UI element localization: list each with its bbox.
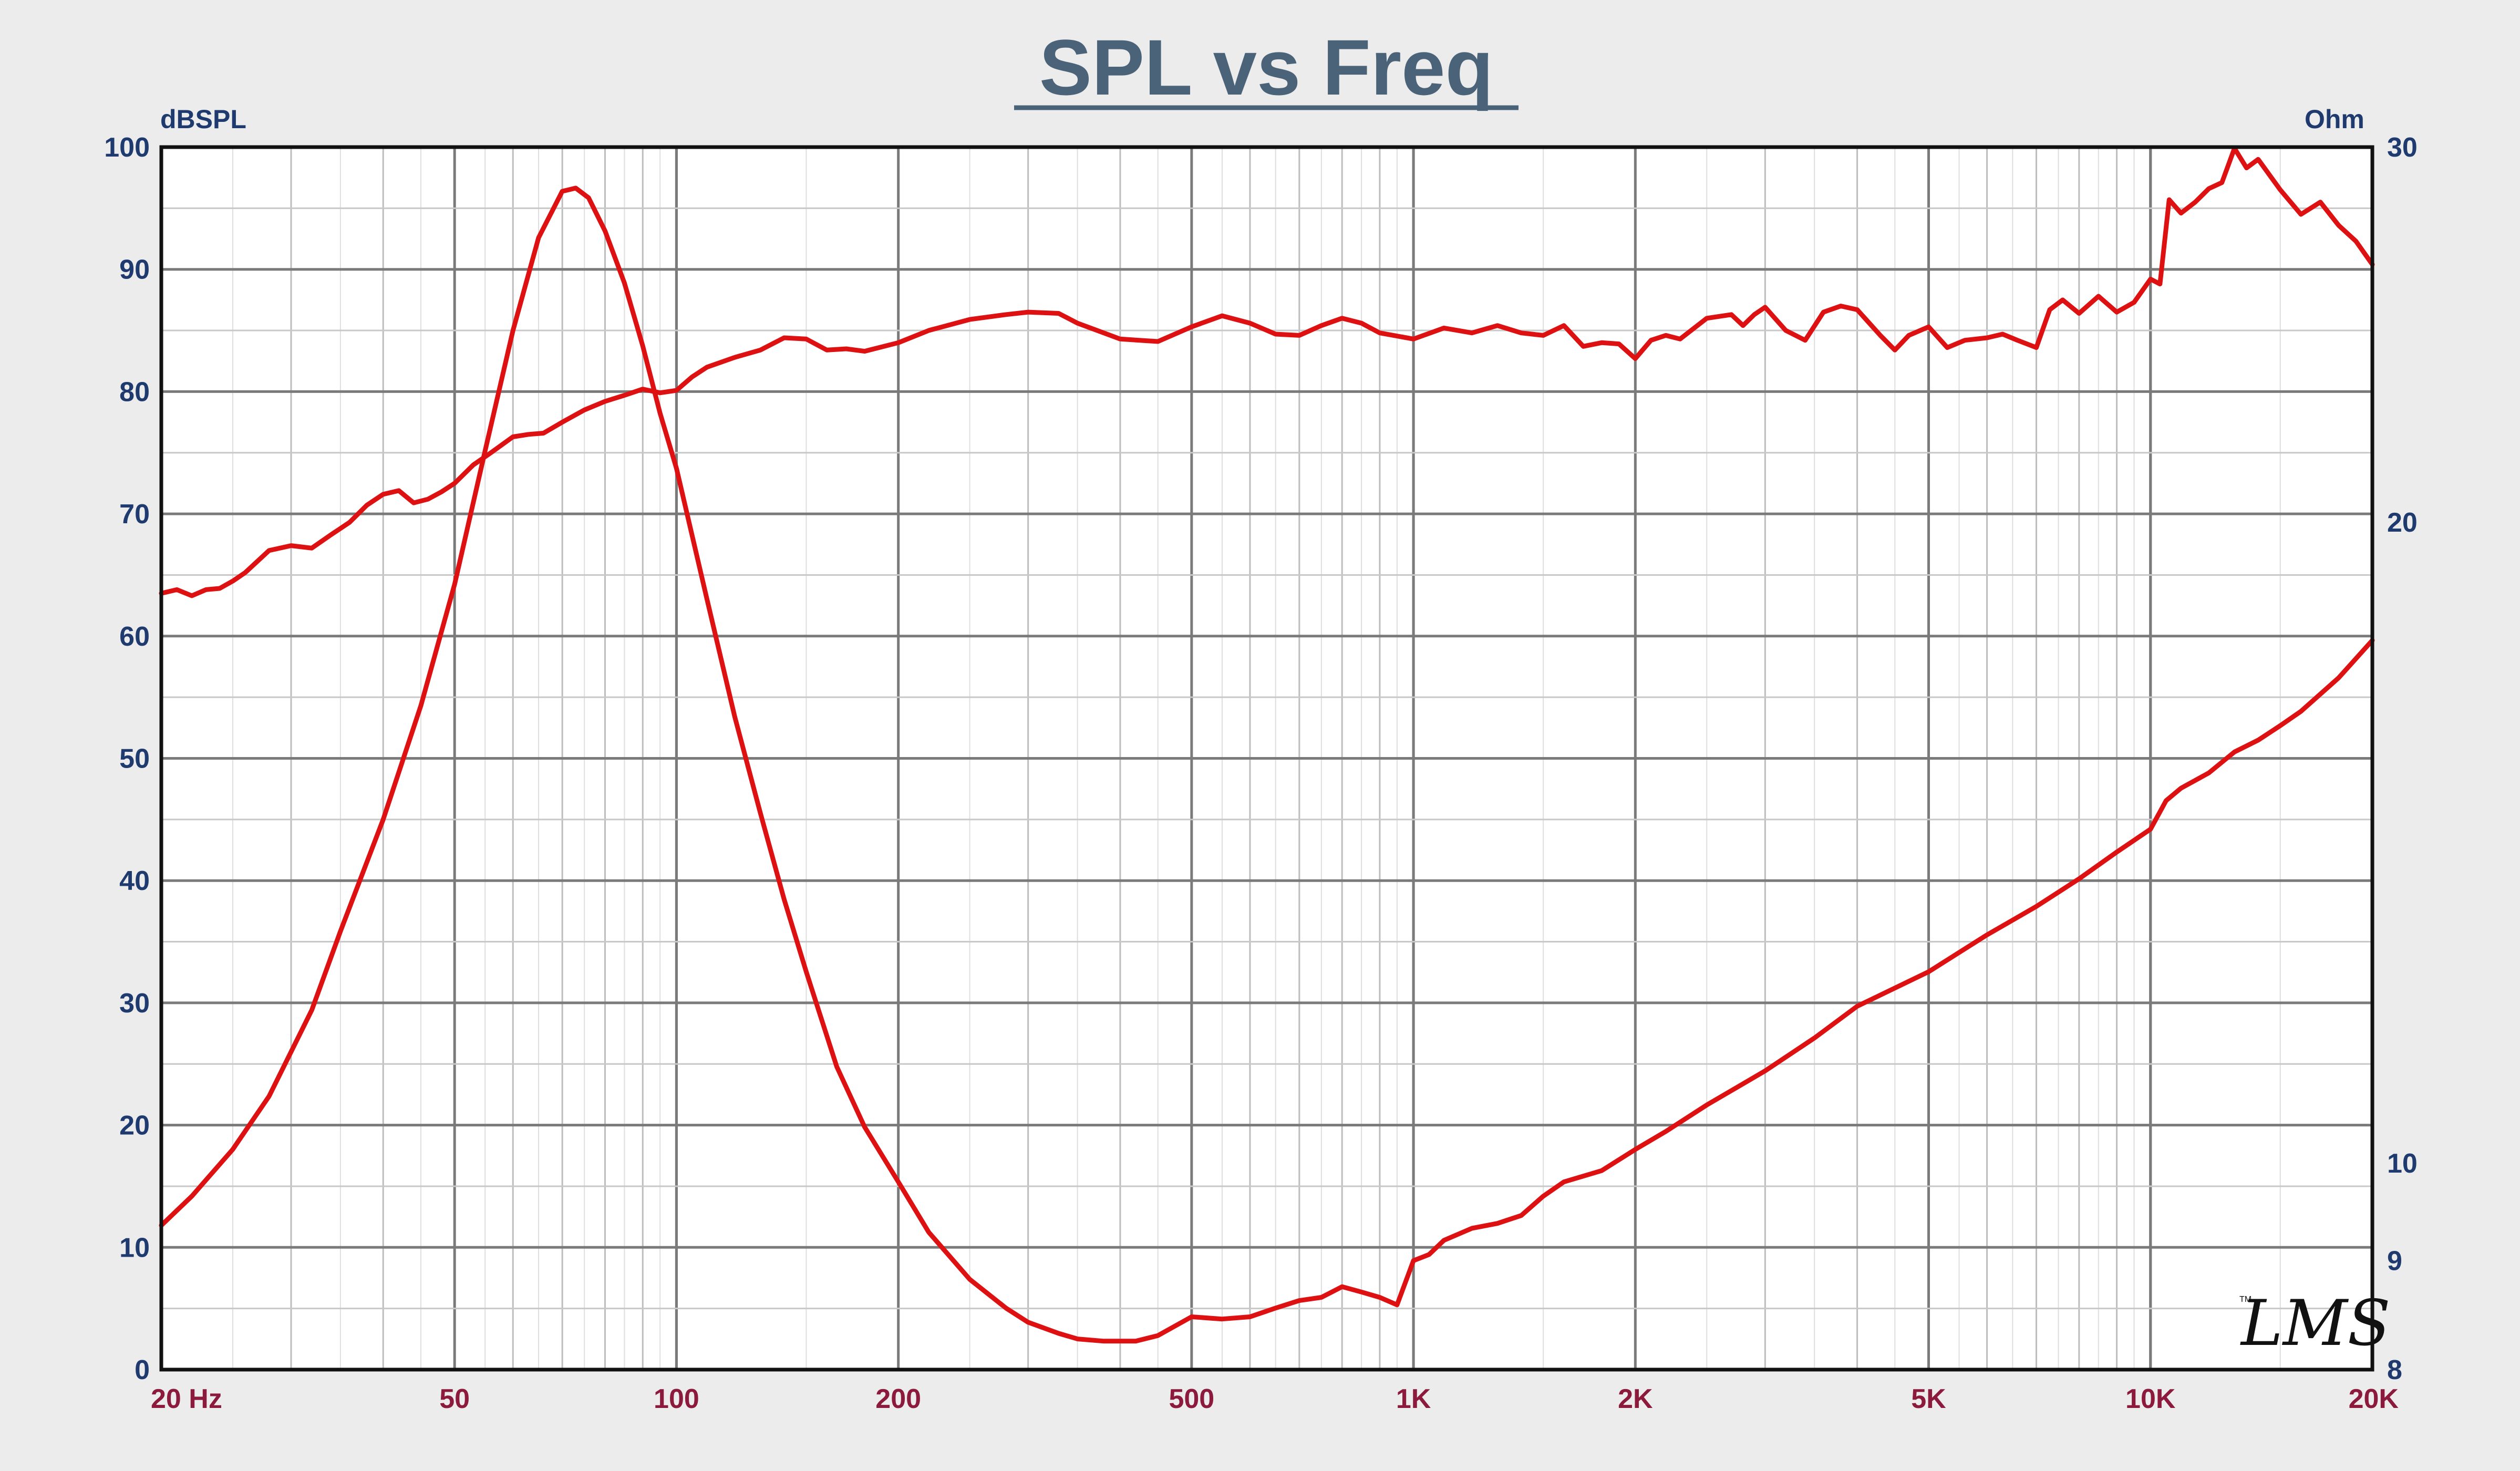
left-tick-label: 60 — [119, 621, 150, 652]
right-tick-label: 9 — [2387, 1246, 2402, 1277]
x-tick-label: 1K — [1396, 1384, 1431, 1414]
left-tick-label: 80 — [119, 377, 150, 407]
impedance-series-line — [159, 185, 2375, 1344]
right-tick-label: 8 — [2387, 1355, 2402, 1385]
left-axis-label: dBSPL — [160, 105, 246, 134]
left-tick-label: 70 — [119, 499, 150, 530]
plot-frame — [159, 145, 2374, 1372]
x-tick-label: 2K — [1618, 1384, 1653, 1414]
right-tick-label: 20 — [2387, 507, 2418, 538]
left-tick-label: 30 — [119, 988, 150, 1019]
left-tick-label: 10 — [119, 1232, 150, 1263]
x-tick-label: 5K — [1911, 1384, 1946, 1414]
lms-logo: LMS TM — [2239, 1287, 2391, 1360]
chart-title: SPL vs Freq — [1039, 23, 1493, 111]
left-tick-label: 0 — [135, 1355, 150, 1385]
left-tick-label: 50 — [119, 744, 150, 774]
x-tick-label: 500 — [1169, 1384, 1214, 1414]
spl-series-line — [159, 146, 2375, 598]
x-tick-label: 20K — [2349, 1384, 2399, 1414]
left-tick-label: 20 — [119, 1111, 150, 1141]
right-tick-label: 30 — [2387, 132, 2418, 163]
right-tick-labels: 8 9 10 20 30 — [2387, 132, 2418, 1385]
series-layer — [159, 146, 2375, 1344]
right-axis-label: Ohm — [2305, 105, 2364, 134]
x-tick-labels: 20 Hz 50 100 200 500 1K 2K 5K 10K 20K — [151, 1384, 2399, 1414]
x-tick-label: 20 Hz — [151, 1384, 222, 1414]
right-tick-label: 10 — [2387, 1148, 2418, 1179]
x-tick-label: 100 — [654, 1384, 699, 1414]
left-tick-labels: 0 10 20 30 40 50 60 70 80 90 100 — [104, 132, 150, 1385]
left-tick-label: 40 — [119, 866, 150, 896]
x-tick-label: 200 — [875, 1384, 921, 1414]
left-tick-label: 100 — [104, 132, 150, 163]
logo-tm-mark: TM — [2239, 1295, 2252, 1304]
x-tick-label: 10K — [2125, 1384, 2176, 1414]
grid-lines — [160, 146, 2374, 1371]
x-tick-label: 50 — [439, 1384, 470, 1414]
logo-text: LMS — [2240, 1287, 2391, 1360]
left-tick-label: 90 — [119, 255, 150, 285]
